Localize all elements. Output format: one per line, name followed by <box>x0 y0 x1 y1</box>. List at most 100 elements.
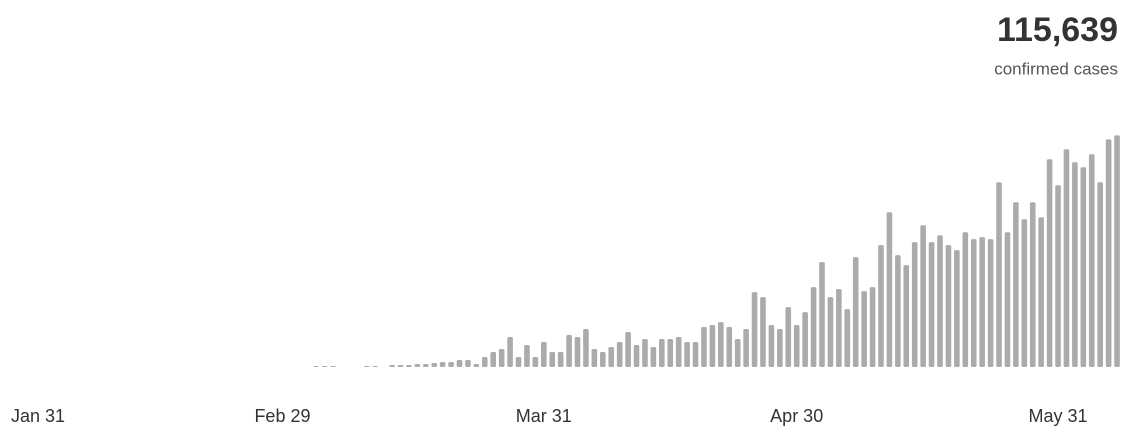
bar <box>861 291 867 367</box>
bar <box>414 364 421 367</box>
bar <box>836 289 842 367</box>
bar <box>1097 182 1103 367</box>
bar <box>1114 135 1120 367</box>
bar <box>515 357 522 367</box>
bar <box>541 342 547 367</box>
bar <box>1088 154 1095 367</box>
bar <box>397 365 404 367</box>
bar <box>734 339 741 367</box>
bar <box>945 245 952 367</box>
bar <box>406 365 412 367</box>
bar <box>574 337 581 367</box>
bar <box>313 366 319 367</box>
bar <box>363 366 370 367</box>
bar <box>1004 232 1011 367</box>
x-tick-label: Mar 31 <box>516 406 572 426</box>
bar <box>389 365 395 367</box>
bar <box>793 325 800 367</box>
bar <box>490 352 497 367</box>
bar <box>979 237 985 367</box>
bar <box>920 225 926 367</box>
bar <box>802 312 808 367</box>
bar <box>600 352 606 367</box>
x-tick-label: May 31 <box>1029 406 1088 426</box>
bar <box>726 327 733 367</box>
bar <box>659 339 665 367</box>
bar <box>954 250 960 367</box>
bar <box>903 265 910 367</box>
bar <box>1013 202 1019 367</box>
bar <box>962 232 969 367</box>
bar <box>701 327 707 367</box>
bar <box>777 329 783 367</box>
bar <box>1072 162 1078 367</box>
bar <box>481 357 488 367</box>
bar <box>422 364 429 367</box>
bar <box>608 347 615 367</box>
bar <box>987 239 994 367</box>
bar <box>928 242 935 367</box>
bar <box>886 212 893 367</box>
bar <box>498 349 505 367</box>
bar <box>743 329 749 367</box>
bar <box>372 366 378 367</box>
bar <box>465 360 471 367</box>
bar <box>895 255 901 367</box>
bar <box>507 337 513 367</box>
bar <box>456 360 463 367</box>
bar <box>532 357 539 367</box>
bar <box>675 337 682 367</box>
bar <box>768 325 775 367</box>
bar <box>448 362 454 367</box>
x-tick-label: Apr 30 <box>770 406 823 426</box>
bar <box>633 345 640 367</box>
bar <box>566 335 572 367</box>
total-label: confirmed cases <box>994 59 1118 78</box>
bar <box>625 332 631 367</box>
bar <box>911 242 918 367</box>
bar <box>1080 167 1087 367</box>
bar <box>692 342 699 367</box>
x-tick-label: Jan 31 <box>11 406 65 426</box>
bar <box>970 239 977 367</box>
bar <box>937 235 943 367</box>
total-cases: 115,639 <box>997 11 1118 49</box>
x-tick-label: Feb 29 <box>254 406 310 426</box>
bar <box>330 366 336 367</box>
bar <box>524 345 530 367</box>
bar <box>321 366 328 367</box>
bar <box>549 352 556 367</box>
bar <box>827 297 834 367</box>
bar <box>1063 149 1070 367</box>
bar <box>852 257 859 367</box>
bar <box>810 287 817 367</box>
bar <box>583 329 589 367</box>
bar <box>819 262 825 367</box>
bar <box>1105 139 1112 367</box>
bar <box>878 245 884 367</box>
bar <box>439 362 446 367</box>
bar <box>1055 185 1061 367</box>
bar <box>557 352 564 367</box>
bar <box>650 347 657 367</box>
bar <box>760 297 766 367</box>
bar <box>431 363 438 367</box>
bar <box>785 307 792 367</box>
bar <box>591 349 598 367</box>
bar <box>718 322 724 367</box>
bar <box>1029 202 1036 367</box>
bar <box>1038 217 1044 367</box>
bar <box>642 339 648 367</box>
bar <box>709 325 716 367</box>
bar <box>869 287 876 367</box>
bar <box>751 292 758 367</box>
bar <box>684 342 690 367</box>
bar <box>844 309 851 367</box>
bar <box>616 342 623 367</box>
bar <box>1021 219 1028 367</box>
bar <box>1046 159 1053 367</box>
bar <box>996 182 1002 367</box>
bar <box>667 339 674 367</box>
bar <box>473 364 480 367</box>
